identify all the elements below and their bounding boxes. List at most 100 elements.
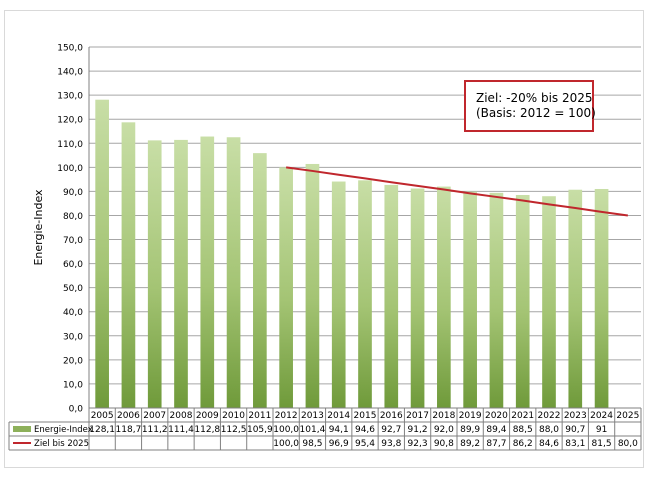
series-name: Ziel bis 2025 [34, 439, 89, 449]
annotation-line-2: (Basis: 2012 = 100) [476, 106, 596, 120]
bar-2018 [437, 186, 451, 408]
data-label: 100,0 [273, 425, 299, 435]
y-tick-label: 150,0 [57, 44, 83, 54]
bar-2023 [568, 189, 583, 408]
y-tick-label: 90,0 [63, 188, 83, 198]
x-tick-label: 2007 [143, 411, 166, 421]
bar-2019 [463, 191, 477, 408]
data-label: 93,8 [381, 439, 401, 449]
x-tick-label: 2022 [538, 411, 561, 421]
x-tick-label: 2020 [485, 411, 508, 421]
x-tick-label: 2005 [91, 411, 114, 421]
x-tick-label: 2025 [616, 411, 639, 421]
data-label: 92,7 [381, 425, 401, 435]
x-tick-label: 2006 [117, 411, 140, 421]
bar-2014 [331, 181, 346, 408]
data-label: 89,4 [486, 425, 506, 435]
x-tick-label: 2013 [301, 411, 324, 421]
bar-2011 [253, 153, 267, 408]
x-tick-label: 2014 [327, 411, 350, 421]
y-tick-label: 140,0 [57, 68, 83, 78]
target-line [286, 166, 628, 217]
y-tick-label: 100,0 [57, 164, 83, 174]
y-tick-label: 80,0 [63, 212, 83, 222]
x-tick-label: 2015 [354, 411, 377, 421]
data-label: 111,2 [142, 425, 168, 435]
y-tick-label: 70,0 [63, 236, 83, 246]
bar-2015 [358, 180, 372, 408]
data-label: 90,7 [565, 425, 585, 435]
data-label: 98,5 [302, 439, 322, 449]
data-label: 112,5 [221, 425, 247, 435]
data-label: 101,4 [300, 425, 326, 435]
bar-2020 [489, 192, 504, 408]
y-tick-label: 60,0 [63, 260, 83, 270]
data-label: 105,9 [247, 425, 273, 435]
y-tick-label: 10,0 [63, 380, 83, 390]
bar-2024 [594, 188, 609, 408]
data-label: 88,0 [539, 425, 559, 435]
y-tick-label: 130,0 [57, 92, 83, 102]
y-tick-label: 110,0 [57, 140, 83, 150]
bar-2006 [121, 122, 136, 408]
bar-2005 [95, 99, 109, 409]
data-label: 128,1 [89, 425, 115, 435]
y-tick-label: 120,0 [57, 116, 83, 126]
data-label: 91 [596, 425, 607, 435]
bar-2007 [147, 140, 162, 408]
x-tick-label: 2021 [511, 411, 534, 421]
x-tick-label: 2016 [380, 411, 403, 421]
data-label: 91,2 [408, 425, 428, 435]
bar-2016 [384, 184, 399, 408]
data-label: 118,7 [116, 425, 142, 435]
data-label: 87,7 [486, 439, 506, 449]
data-label: 81,5 [592, 439, 612, 449]
x-tick-label: 2024 [590, 411, 613, 421]
data-label: 95,4 [355, 439, 375, 449]
data-label: 84,6 [539, 439, 559, 449]
bar-2009 [200, 136, 215, 408]
chart-frame [4, 10, 644, 468]
x-tick-label: 2023 [564, 411, 587, 421]
bar-2022 [542, 196, 556, 408]
bar-2010 [226, 137, 241, 408]
y-tick-label: 50,0 [63, 284, 83, 294]
x-tick-label: 2017 [406, 411, 429, 421]
x-tick-label: 2018 [432, 411, 455, 421]
data-label: 100,0 [273, 439, 299, 449]
y-tick-label: 40,0 [63, 308, 83, 318]
data-label: 94,6 [355, 425, 375, 435]
data-label: 111,4 [168, 425, 194, 435]
data-label: 89,2 [460, 439, 480, 449]
data-label: 90,8 [434, 439, 454, 449]
annotation-line-1: Ziel: -20% bis 2025 [476, 91, 593, 105]
bar-2021 [515, 195, 530, 408]
bar-2012 [279, 167, 293, 408]
series-name: Energie-Index [34, 425, 93, 435]
x-tick-label: 2009 [196, 411, 219, 421]
x-tick-label: 2012 [275, 411, 298, 421]
target-annotation: Ziel: -20% bis 2025 (Basis: 2012 = 100) [464, 80, 596, 132]
bar-2017 [410, 188, 425, 408]
bar-2013 [305, 163, 320, 408]
bar-2008 [174, 139, 188, 408]
data-label: 80,0 [618, 439, 638, 449]
data-label: 92,0 [434, 425, 454, 435]
x-tick-label: 2011 [248, 411, 271, 421]
data-label: 112,8 [194, 425, 220, 435]
data-label: 86,2 [513, 439, 533, 449]
y-tick-label: 30,0 [63, 332, 83, 342]
x-tick-label: 2008 [170, 411, 193, 421]
data-label: 89,9 [460, 425, 480, 435]
x-tick-label: 2010 [222, 411, 245, 421]
data-label: 94,1 [329, 425, 349, 435]
x-tick-label: 2019 [459, 411, 482, 421]
y-tick-label: 20,0 [63, 356, 83, 366]
data-label: 83,1 [565, 439, 585, 449]
data-label: 92,3 [408, 439, 428, 449]
data-label: 96,9 [329, 439, 349, 449]
y-tick-label: 0,0 [69, 405, 84, 415]
data-label: 88,5 [513, 425, 533, 435]
legend-key-bar [13, 426, 31, 432]
